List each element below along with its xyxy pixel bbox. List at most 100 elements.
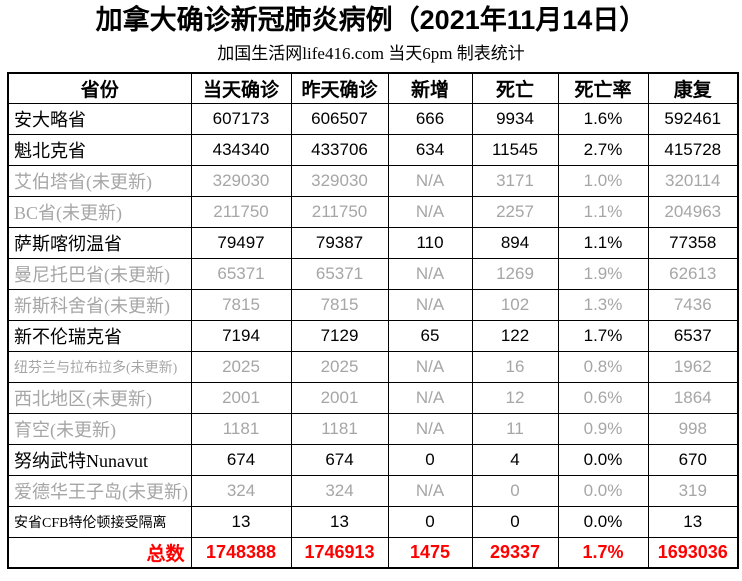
total-label-cell: 总数: [7, 536, 192, 569]
yesterday-cell: 2025: [290, 350, 389, 383]
recovered-cell: 7436: [647, 288, 739, 321]
table-total-row: 总数 1748388 1746913 1475 29337 1.7% 1693036: [7, 536, 739, 569]
province-cell: 魁北克省: [7, 133, 192, 166]
death_rate-cell: 0.0%: [557, 443, 649, 476]
yesterday-cell: 2001: [290, 381, 389, 414]
recovered-cell: 415728: [647, 133, 739, 166]
death_rate-cell: 0.9%: [557, 412, 649, 445]
recovered-cell: 998: [647, 412, 739, 445]
death_rate-cell: 0.8%: [557, 350, 649, 383]
province-cell: BC省(未更新): [7, 195, 192, 228]
table-row: 新不伦瑞克省 7194 7129 65 122 1.7% 6537: [7, 319, 739, 352]
column-header-death_rate: 死亡率: [557, 72, 649, 104]
table-row: 安大略省 607173 606507 666 9934 1.6% 592461: [7, 102, 739, 135]
yesterday-cell: 324: [290, 474, 389, 507]
new-cell: N/A: [387, 288, 473, 321]
death_rate-cell: 0.6%: [557, 381, 649, 414]
death_rate-cell: 1.9%: [557, 257, 649, 290]
death_rate-cell: 0.0%: [557, 505, 649, 538]
province-cell: 爱德华王子岛(未更新): [7, 474, 192, 507]
table-row: 西北地区(未更新) 2001 2001 N/A 12 0.6% 1864: [7, 381, 739, 414]
yesterday-cell: 79387: [290, 226, 389, 259]
today-cell: 7194: [190, 319, 292, 352]
province-cell: 安大略省: [7, 102, 192, 135]
deaths-cell: 2257: [471, 195, 559, 228]
death_rate-cell: 1.6%: [557, 102, 649, 135]
deaths-cell: 122: [471, 319, 559, 352]
province-cell: 努纳武特Nunavut: [7, 443, 192, 476]
new-cell: N/A: [387, 381, 473, 414]
death_rate-cell: 1.3%: [557, 288, 649, 321]
new-cell: N/A: [387, 412, 473, 445]
new-cell: N/A: [387, 350, 473, 383]
deaths-cell: 894: [471, 226, 559, 259]
deaths-cell: 0: [471, 505, 559, 538]
yesterday-cell: 433706: [290, 133, 389, 166]
deaths-cell: 4: [471, 443, 559, 476]
new-cell: N/A: [387, 195, 473, 228]
new-cell: N/A: [387, 474, 473, 507]
death_rate-cell: 1.1%: [557, 195, 649, 228]
yesterday-cell: 674: [290, 443, 389, 476]
covid-stats-table: 省份 当天确诊 昨天确诊 新增 死亡 死亡率 康复 安大略省 607173 606507 666 9…: [7, 72, 739, 569]
table-row: BC省(未更新) 211750 211750 N/A 2257 1.1% 204963: [7, 195, 739, 228]
today-cell: 65371: [190, 257, 292, 290]
today-cell: 329030: [190, 164, 292, 197]
table-row: 魁北克省 434340 433706 634 11545 2.7% 415728: [7, 133, 739, 166]
yesterday-cell: 329030: [290, 164, 389, 197]
table-row: 育空(未更新) 1181 1181 N/A 11 0.9% 998: [7, 412, 739, 445]
recovered-cell: 6537: [647, 319, 739, 352]
recovered-cell: 670: [647, 443, 739, 476]
recovered-cell: 62613: [647, 257, 739, 290]
new-cell: N/A: [387, 164, 473, 197]
deaths-cell: 102: [471, 288, 559, 321]
table-row: 纽芬兰与拉布拉多(未更新) 2025 2025 N/A 16 0.8% 1962: [7, 350, 739, 383]
yesterday-cell: 7129: [290, 319, 389, 352]
recovered-cell: 320114: [647, 164, 739, 197]
page-subtitle: 加国生活网life416.com 当天6pm 制表统计: [217, 44, 525, 63]
death_rate-cell: 1.7%: [557, 319, 649, 352]
yesterday-cell: 7815: [290, 288, 389, 321]
deaths-cell: 3171: [471, 164, 559, 197]
recovered-cell: 77358: [647, 226, 739, 259]
column-header-new: 新增: [387, 72, 473, 104]
deaths-cell: 11: [471, 412, 559, 445]
deaths-cell: 16: [471, 350, 559, 383]
today-cell: 674: [190, 443, 292, 476]
today-cell: 324: [190, 474, 292, 507]
today-cell: 79497: [190, 226, 292, 259]
total-new-cell: 1475: [387, 536, 473, 569]
new-cell: 0: [387, 443, 473, 476]
table-row: 爱德华王子岛(未更新) 324 324 N/A 0 0.0% 319: [7, 474, 739, 507]
page-title: 加拿大确诊新冠肺炎病例（2021年11月14日）: [95, 5, 647, 35]
table-row: 新斯科舍省(未更新) 7815 7815 N/A 102 1.3% 7436: [7, 288, 739, 321]
province-cell: 曼尼托巴省(未更新): [7, 257, 192, 290]
province-cell: 纽芬兰与拉布拉多(未更新): [7, 350, 192, 383]
province-cell: 西北地区(未更新): [7, 381, 192, 414]
deaths-cell: 1269: [471, 257, 559, 290]
recovered-cell: 1962: [647, 350, 739, 383]
column-header-recovered: 康复: [647, 72, 739, 104]
table-row: 努纳武特Nunavut 674 674 0 4 0.0% 670: [7, 443, 739, 476]
yesterday-cell: 13: [290, 505, 389, 538]
table-row: 曼尼托巴省(未更新) 65371 65371 N/A 1269 1.9% 62613: [7, 257, 739, 290]
death_rate-cell: 2.7%: [557, 133, 649, 166]
table-row: 安省CFB特伦顿接受隔离 13 13 0 0 0.0% 13: [7, 505, 739, 538]
table-row: 艾伯塔省(未更新) 329030 329030 N/A 3171 1.0% 320114: [7, 164, 739, 197]
today-cell: 434340: [190, 133, 292, 166]
total-yesterday-cell: 1746913: [290, 536, 389, 569]
recovered-cell: 204963: [647, 195, 739, 228]
province-cell: 艾伯塔省(未更新): [7, 164, 192, 197]
province-cell: 育空(未更新): [7, 412, 192, 445]
recovered-cell: 13: [647, 505, 739, 538]
total-death_rate-cell: 1.7%: [557, 536, 649, 569]
new-cell: 110: [387, 226, 473, 259]
new-cell: N/A: [387, 257, 473, 290]
yesterday-cell: 1181: [290, 412, 389, 445]
today-cell: 1181: [190, 412, 292, 445]
yesterday-cell: 65371: [290, 257, 389, 290]
province-cell: 安省CFB特伦顿接受隔离: [7, 505, 192, 538]
today-cell: 7815: [190, 288, 292, 321]
province-cell: 新不伦瑞克省: [7, 319, 192, 352]
death_rate-cell: 1.1%: [557, 226, 649, 259]
